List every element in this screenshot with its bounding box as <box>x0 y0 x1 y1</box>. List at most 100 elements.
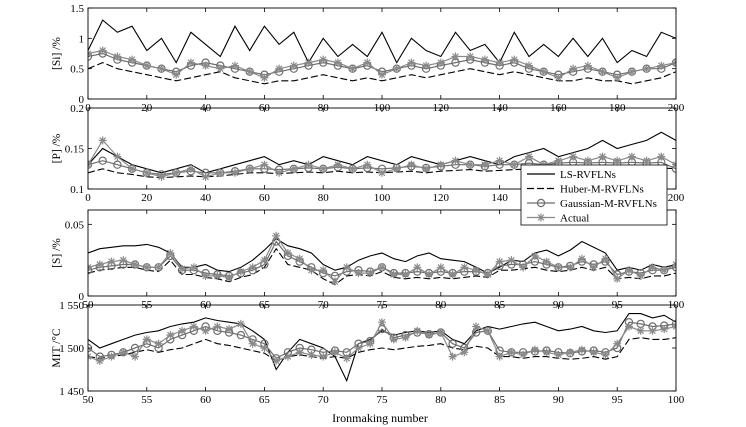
data-point-star <box>319 55 328 64</box>
data-point-star <box>577 254 586 263</box>
data-point-star <box>330 277 339 286</box>
data-point-star <box>472 322 481 331</box>
data-point-star <box>598 67 607 76</box>
data-point-circle <box>671 319 676 329</box>
panel-2: 0204060801001201401601802000.10.150.2[P]… <box>51 103 685 204</box>
data-point-star <box>425 270 434 279</box>
y-tick-label: 1 450 <box>59 386 84 398</box>
data-point-star <box>583 61 592 70</box>
plot-frame <box>87 7 677 100</box>
data-point-star <box>569 152 578 161</box>
x-tick-label: 200 <box>668 192 685 204</box>
data-point-star <box>460 348 469 357</box>
data-point-star <box>142 61 151 70</box>
series-line-gaussian-m-rvflns <box>88 321 676 360</box>
data-point-star <box>660 325 669 334</box>
data-point-star <box>530 251 539 260</box>
data-point-star <box>507 348 516 357</box>
data-point-star <box>577 345 586 354</box>
data-point-star <box>107 352 116 361</box>
data-point-star <box>113 52 122 61</box>
data-point-circle <box>98 156 107 165</box>
data-point-star <box>363 160 372 169</box>
data-point-star <box>648 263 657 272</box>
data-point-star <box>260 344 269 352</box>
data-point-star <box>448 270 457 279</box>
data-point-star <box>236 319 245 328</box>
data-point-star <box>422 164 431 173</box>
data-point-star <box>422 61 431 70</box>
data-point-star <box>295 254 304 263</box>
data-point-star <box>436 328 445 337</box>
legend-marker-star <box>537 213 545 222</box>
y-axis-title: [S] /% <box>51 238 63 268</box>
data-point-star <box>201 326 210 335</box>
data-point-star <box>107 257 116 266</box>
data-point-star <box>131 352 140 361</box>
y-tick-label: 0.05 <box>65 219 85 231</box>
y-axis-title: MIT /°C <box>51 328 63 368</box>
series-line-ls-rvflns <box>88 131 676 174</box>
series-line-ls-rvflns <box>88 19 676 64</box>
data-point-star <box>354 269 363 278</box>
data-point-star <box>119 256 128 265</box>
data-point-circle <box>130 343 140 353</box>
data-point-star <box>413 326 422 335</box>
data-point-star <box>554 156 563 165</box>
x-tick-label: 80 <box>318 192 330 204</box>
data-point-star <box>142 335 151 344</box>
data-point-star <box>157 172 166 181</box>
data-point-star <box>319 352 328 361</box>
data-point-star <box>342 354 351 363</box>
data-point-star <box>425 331 434 340</box>
data-point-star <box>166 331 175 340</box>
data-point-star <box>157 64 166 73</box>
data-point-star <box>304 160 313 169</box>
data-point-star <box>201 61 210 70</box>
data-point-star <box>407 58 416 67</box>
data-point-star <box>495 352 504 361</box>
series-line-actual <box>88 321 676 362</box>
data-point-star <box>216 168 225 177</box>
data-point-star <box>275 64 284 73</box>
data-point-star <box>348 164 357 173</box>
data-point-star <box>466 160 475 169</box>
data-point-star <box>186 164 195 173</box>
legend-box <box>520 164 668 226</box>
series-line-huber-m-rvflns <box>88 247 676 286</box>
data-point-star <box>319 164 328 173</box>
legend-entry-label: Actual <box>560 213 589 225</box>
data-point-star <box>307 266 316 275</box>
data-point-star <box>142 168 151 177</box>
data-point-star <box>507 256 516 265</box>
data-point-star <box>166 249 175 257</box>
data-point-star <box>495 257 504 266</box>
y-axis-title: [Si] /% <box>51 37 63 70</box>
data-point-star <box>95 260 104 269</box>
data-point-star <box>154 263 163 272</box>
data-point-star <box>554 263 563 272</box>
data-point-star <box>231 168 239 177</box>
data-point-star <box>154 339 163 348</box>
y-tick-label: 1 550 <box>59 300 84 312</box>
data-point-star <box>189 322 198 331</box>
data-point-star <box>98 46 107 55</box>
data-point-star <box>519 350 528 359</box>
x-tick-label: 0 <box>85 192 91 204</box>
data-point-star <box>389 335 398 344</box>
data-point-star <box>272 356 281 365</box>
data-point-star <box>589 348 598 357</box>
legend-entry-label: Gaussian-M-RVFLNs <box>560 198 657 210</box>
y-tick-label: 1 500 <box>59 343 84 355</box>
y-tick-label: 0 <box>79 291 85 303</box>
x-tick-label: 55 <box>141 394 153 406</box>
data-point-star <box>657 61 666 70</box>
y-tick-label: 0.2 <box>70 103 84 115</box>
x-tick-label: 75 <box>377 394 389 406</box>
data-point-star <box>113 152 122 161</box>
legend-entry-label: Huber-M-RVFLNs <box>560 184 644 196</box>
data-point-star <box>480 160 489 169</box>
data-point-star <box>539 67 548 76</box>
data-point-star <box>601 254 610 263</box>
data-point-star <box>392 164 401 173</box>
